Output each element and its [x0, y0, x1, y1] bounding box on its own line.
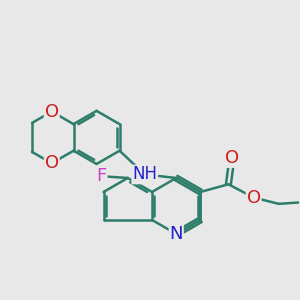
Text: O: O [45, 103, 59, 121]
Text: NH: NH [132, 166, 157, 184]
Text: O: O [225, 149, 239, 167]
Text: O: O [45, 154, 59, 172]
Text: O: O [247, 189, 261, 207]
Text: F: F [96, 167, 107, 185]
Text: N: N [169, 225, 183, 243]
